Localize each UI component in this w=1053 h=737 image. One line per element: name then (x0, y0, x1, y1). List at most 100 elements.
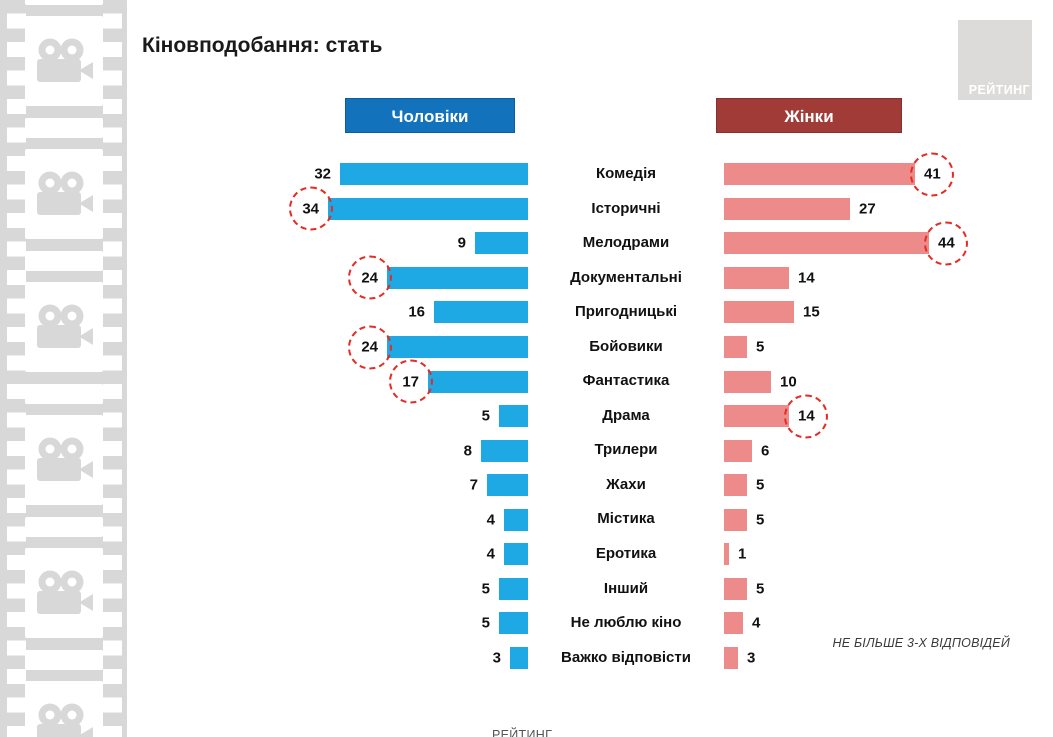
film-frame-divider (25, 0, 103, 5)
women-value: 4 (752, 614, 761, 632)
women-bar (724, 301, 794, 324)
category-label: Драма (602, 406, 650, 424)
chart-row: 4 Містика 5 (250, 502, 1030, 537)
women-value: 5 (756, 511, 765, 529)
men-value: 4 (486, 511, 495, 529)
women-cell: 41 (724, 152, 1030, 197)
category-label: Мелодрами (582, 234, 670, 252)
women-bar (724, 232, 929, 255)
movie-camera-icon (37, 570, 93, 614)
men-value: 4 (486, 545, 495, 563)
film-sprocket-holes-left (7, 0, 26, 737)
chart-row: 5 Інший 5 (250, 572, 1030, 607)
men-cell: 5 (250, 572, 528, 607)
women-value: 5 (756, 476, 765, 494)
movie-camera-icon (37, 38, 93, 82)
category-label: Не люблю кіно (570, 614, 682, 632)
chart-row: 3 Важко відповісти 3 (250, 641, 1030, 676)
women-bar (724, 543, 729, 566)
movie-camera-icon (37, 304, 93, 348)
chart-row: 34 Історичні 27 (250, 186, 1030, 231)
men-value: 5 (481, 407, 490, 425)
film-frame-divider (25, 650, 103, 670)
film-frame (25, 149, 103, 239)
men-cell: 4 (250, 537, 528, 572)
women-value: 15 (803, 303, 820, 321)
highlight-circle-icon (910, 152, 955, 197)
men-value: 9 (457, 234, 466, 252)
film-sprocket-holes-right (103, 0, 122, 737)
chart-row: 7 Жахи 5 (250, 468, 1030, 503)
men-value: 34 (288, 186, 333, 231)
movie-camera-icon (37, 171, 93, 215)
men-bar (475, 232, 528, 255)
category-label: Документальні (570, 268, 682, 286)
highlight-circle-icon (784, 394, 829, 439)
category-label: Пригодницькі (574, 303, 678, 321)
chart-row: 24 Бойовики 5 (250, 325, 1030, 369)
women-cell: 5 (724, 572, 1030, 607)
film-frame (25, 681, 103, 737)
women-bar (724, 336, 747, 358)
note-text: НЕ БІЛЬШЕ 3-Х ВІДПОВІДЕЙ (832, 636, 1010, 650)
men-value: 24 (347, 325, 392, 369)
chart-row: 24 Документальні 14 (250, 255, 1030, 300)
movie-camera-icon (37, 437, 93, 481)
category-label: Фантастика (582, 372, 670, 390)
category-label: Комедія (596, 165, 656, 182)
men-value: 8 (463, 442, 472, 460)
men-value: 17 (388, 359, 433, 404)
women-cell: 1 (724, 537, 1030, 572)
women-value: 14 (784, 394, 829, 439)
chart-row: 8 Трилери 6 (250, 433, 1030, 468)
women-cell: 10 (724, 364, 1030, 399)
men-bar (499, 612, 528, 635)
men-bar (428, 370, 528, 393)
women-bar (724, 474, 747, 497)
men-bar (499, 577, 528, 600)
chart-row: 32 Комедія 41 (250, 152, 1030, 197)
women-value: 41 (910, 152, 955, 197)
men-bar (340, 163, 528, 186)
women-cell: 5 (724, 468, 1030, 503)
men-cell: 7 (250, 468, 528, 503)
chart-row: 4 Еротика 1 (250, 537, 1030, 572)
women-cell: 15 (724, 295, 1030, 330)
footer-text: РЕЙТИНГ (492, 728, 553, 737)
film-frame (25, 282, 103, 372)
men-header: Чоловіки (345, 98, 515, 133)
women-cell: 14 (724, 394, 1030, 439)
men-cell: 17 (250, 359, 528, 404)
highlight-circle-icon (388, 359, 433, 404)
men-cell: 5 (250, 399, 528, 434)
men-value: 7 (469, 476, 478, 494)
chart-row: 9 Мелодрами 44 (250, 221, 1030, 266)
men-bar (387, 336, 528, 358)
men-bar (328, 197, 528, 220)
chart-row: 17 Фантастика 10 (250, 359, 1030, 404)
film-frame (25, 16, 103, 106)
highlight-circle-icon (288, 186, 333, 231)
men-cell: 8 (250, 433, 528, 468)
category-label: Еротика (595, 545, 657, 563)
women-bar (724, 508, 747, 531)
men-cell: 16 (250, 295, 528, 330)
film-frame-divider (25, 517, 103, 537)
category-label: Жахи (606, 475, 646, 493)
men-value: 5 (481, 580, 490, 598)
women-bar (724, 405, 789, 428)
men-bar (510, 646, 528, 669)
women-value: 5 (756, 338, 765, 356)
category-label: Містика (597, 510, 655, 528)
film-frame-divider (25, 384, 103, 404)
women-bar (724, 197, 850, 220)
women-bar (724, 439, 752, 462)
women-value: 5 (756, 580, 765, 598)
women-bar (724, 577, 747, 600)
rating-logo-label: РЕЙТИНГ (968, 83, 1030, 97)
men-cell: 34 (250, 186, 528, 231)
men-value: 3 (492, 649, 501, 667)
film-frame-divider (25, 118, 103, 138)
chart-row: 5 Драма 14 (250, 394, 1030, 439)
women-bar (724, 612, 743, 635)
